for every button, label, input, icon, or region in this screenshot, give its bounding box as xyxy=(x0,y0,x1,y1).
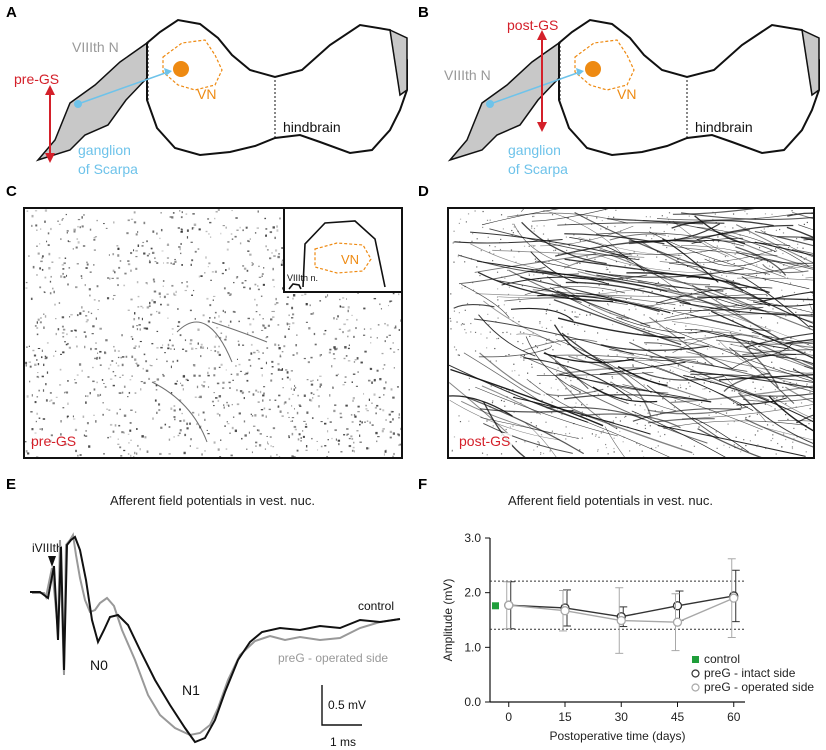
sparse-fiber-texture xyxy=(25,209,401,457)
control-point xyxy=(492,602,499,610)
stim-arrow-icon xyxy=(48,556,56,567)
inset-nerve-label: VIIIth n. xyxy=(287,273,318,283)
schematic-b: post-GS VIIIth N VN ganglion of Scarpa h… xyxy=(444,17,820,177)
data-point xyxy=(504,600,514,610)
viiith-nerve-label: VIIIth N xyxy=(72,39,119,55)
control-trace-label: control xyxy=(358,599,394,613)
post-gs-label: post-GS xyxy=(507,17,558,33)
scale-bar xyxy=(321,685,362,726)
y-tick-label: 1.0 xyxy=(464,640,481,654)
ganglion-label-2: of Scarpa xyxy=(78,161,138,177)
pre-gs-micrograph-label: pre-GS xyxy=(31,433,77,449)
hindbrain-label-b: hindbrain xyxy=(695,119,753,135)
data-point xyxy=(729,593,739,603)
legend-control-label: control xyxy=(704,652,740,666)
stim-label: iVIIIth xyxy=(32,541,63,555)
data-point xyxy=(672,601,683,611)
legend-swatch xyxy=(691,669,700,678)
x-tick-label: 15 xyxy=(558,710,572,724)
viiith-nerve-label-b: VIIIth N xyxy=(444,67,491,83)
panel-e-title: Afferent field potentials in vest. nuc. xyxy=(110,493,315,508)
n0-label: N0 xyxy=(90,657,108,673)
x-tick-label: 30 xyxy=(615,710,629,724)
ganglion-label-b1: ganglion xyxy=(508,142,561,158)
x-tick-label: 60 xyxy=(727,710,741,724)
panel-letter-b: B xyxy=(418,4,429,21)
data-point xyxy=(616,615,626,626)
scale-ms-label: 1 ms xyxy=(330,735,356,749)
micrograph-post-gs: post-GS xyxy=(447,207,815,459)
ganglion-label-1: ganglion xyxy=(78,142,131,158)
vn-label-b: VN xyxy=(617,86,636,102)
hindbrain-label: hindbrain xyxy=(283,119,341,135)
panel-letter-e: E xyxy=(6,476,17,493)
legend-label: preG - operated side xyxy=(704,680,814,694)
dense-fiber-texture xyxy=(449,209,813,457)
y-tick-label: 3.0 xyxy=(464,531,481,545)
control-trace xyxy=(30,535,401,744)
pre-gs-label: pre-GS xyxy=(14,71,59,87)
data-point xyxy=(560,606,570,616)
preg-trace-label: preG - operated side xyxy=(278,651,388,665)
legend-control-swatch xyxy=(692,656,699,663)
x-tick-label: 0 xyxy=(505,710,512,724)
inset-vn-label: VN xyxy=(341,252,359,267)
legend-label: preG - intact side xyxy=(704,666,796,680)
panel-letter-c: C xyxy=(6,183,17,200)
nucleus-dot xyxy=(173,61,189,77)
panel-letter-f: F xyxy=(418,476,428,493)
legend-swatch xyxy=(691,683,700,692)
n1-label: N1 xyxy=(182,682,200,698)
x-axis-label: Postoperative time (days) xyxy=(549,729,685,743)
field-potential-traces: iVIIIth N0 N1 control preG - operated si… xyxy=(30,532,401,749)
schematic-a: VIIIth N pre-GS VN ganglion of Scarpa hi… xyxy=(14,18,408,177)
vn-label: VN xyxy=(197,86,216,102)
panel-letter-a: A xyxy=(6,4,17,21)
y-tick-label: 0.0 xyxy=(464,695,481,709)
x-tick-label: 45 xyxy=(671,710,685,724)
panel-letter-d: D xyxy=(418,183,429,200)
micrograph-pre-gs: VN VIIIth n. pre-GS xyxy=(23,207,403,459)
data-point xyxy=(672,617,683,627)
scale-mv-label: 0.5 mV xyxy=(328,698,366,712)
inset-schematic: VN VIIIth n. xyxy=(283,209,401,293)
ganglion-label-b2: of Scarpa xyxy=(508,161,568,177)
y-axis-label: Amplitude (mV) xyxy=(441,579,455,662)
post-gs-micrograph-label: post-GS xyxy=(457,433,513,449)
y-tick-label: 2.0 xyxy=(464,586,481,600)
panel-f-title: Afferent field potentials in vest. nuc. xyxy=(508,493,713,508)
